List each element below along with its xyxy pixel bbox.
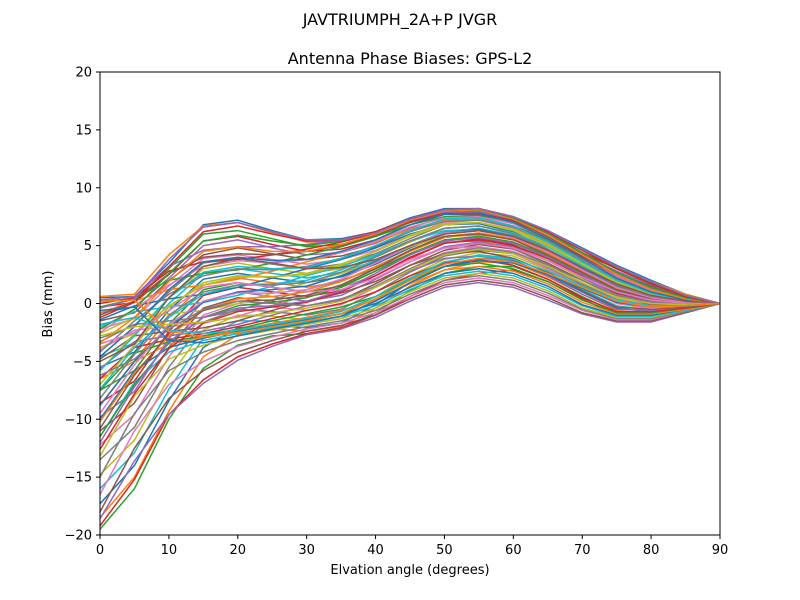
series-line-az285: [99, 225, 721, 399]
x-axis-label: Elvation angle (degrees): [330, 563, 489, 578]
series-line-az175: [99, 250, 721, 360]
series-line-az135: [99, 274, 721, 478]
y-axis: −20 −15 −10 −5 0 5 10 15 20: [65, 66, 100, 544]
y-tick-label: −20: [65, 529, 92, 544]
y-tick-label: 5: [84, 239, 92, 254]
x-tick-label: 40: [367, 543, 384, 558]
x-axis: 0 10 20 30 40 50 60 70 80 90: [96, 535, 728, 558]
x-tick-label: 90: [712, 543, 729, 558]
x-tick-label: 80: [643, 543, 660, 558]
y-tick-label: 0: [84, 297, 92, 312]
series-line-az355: [99, 257, 721, 338]
series-line-az020: [99, 214, 721, 314]
y-tick-label: −5: [73, 355, 92, 370]
y-tick-label: 10: [75, 181, 92, 196]
series-line-az240: [99, 221, 721, 372]
x-tick-label: 30: [298, 543, 315, 558]
x-tick-label: 70: [574, 543, 591, 558]
series-line-az295: [99, 217, 721, 372]
x-tick-label: 0: [96, 543, 104, 558]
series-line-az105: [99, 261, 721, 519]
x-tick-label: 60: [505, 543, 522, 558]
series-line-az305: [99, 208, 721, 344]
x-tick-label: 10: [161, 543, 178, 558]
series-line-az300: [99, 212, 721, 358]
series-line-az235: [99, 219, 721, 353]
series-line-az275: [99, 233, 721, 429]
series-line-az140: [99, 272, 721, 457]
series-line-az120: [99, 281, 721, 520]
y-tick-label: −15: [65, 471, 92, 486]
series-line-az330: [99, 242, 720, 345]
series-layer: [99, 207, 721, 530]
series-line-az325: [99, 229, 721, 363]
y-axis-label: Bias (mm): [41, 271, 56, 338]
series-line-az265: [99, 239, 720, 450]
series-line-az345: [99, 255, 721, 335]
chart-title: Antenna Phase Biases: GPS-L2: [288, 49, 533, 68]
series-line-az350: [99, 259, 721, 344]
y-tick-label: 15: [75, 123, 92, 138]
x-tick-label: 20: [230, 543, 247, 558]
series-line-az335: [99, 247, 721, 376]
series-line-az170: [99, 255, 721, 369]
x-tick-label: 50: [436, 543, 453, 558]
series-line-az150: [99, 268, 721, 420]
y-tick-label: −10: [65, 413, 92, 428]
figure-suptitle: JAVTRIUMPH_2A+P JVGR: [302, 10, 498, 29]
series-line-az000: [99, 207, 721, 305]
series-line-az340: [99, 248, 721, 337]
series-line-az130: [99, 277, 721, 495]
series-line-az145: [99, 270, 721, 438]
y-tick-label: 20: [75, 66, 92, 81]
series-line-az125: [99, 279, 721, 513]
series-line-az290: [99, 221, 721, 386]
series-line-az320: [99, 207, 721, 309]
